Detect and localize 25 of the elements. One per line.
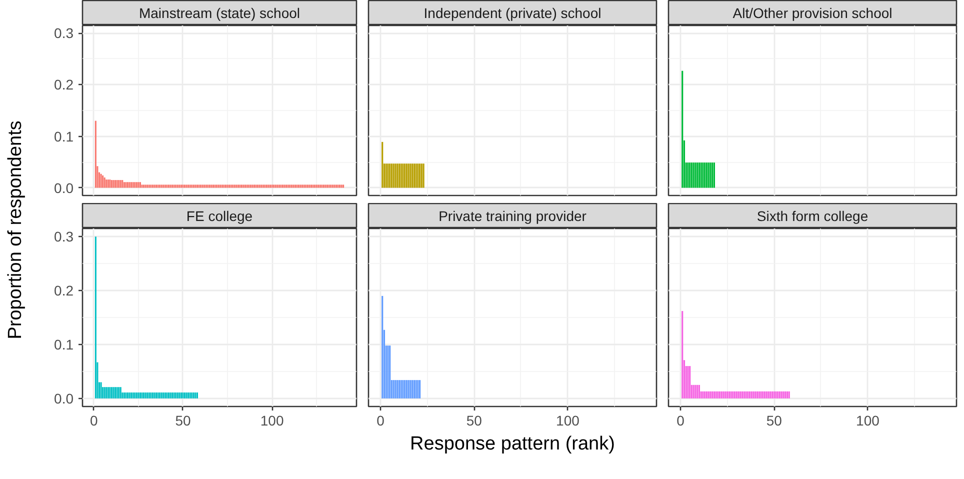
x-axis-title: Response pattern (rank) (410, 434, 615, 454)
y-tick-label: 0.2 (54, 76, 74, 93)
chart-title: Alt/Other provision school (732, 5, 892, 21)
x-tick-label: 0 (90, 412, 98, 428)
x-tick-label: 100 (260, 412, 284, 428)
y-tick-label: 0.3 (54, 25, 74, 42)
y-tick-label: 0.1 (54, 336, 74, 352)
x-tick-label: 0 (376, 412, 385, 428)
x-tick-label: 100 (856, 412, 880, 428)
y-tick-label: 0.3 (54, 228, 74, 245)
x-tick-label: 50 (175, 412, 191, 428)
chart-title: Independent (private) school (424, 5, 602, 21)
x-tick-label: 50 (466, 412, 482, 428)
y-tick-label: 0.1 (54, 128, 74, 144)
x-tick-label: 100 (556, 412, 580, 428)
chart-title: FE college (186, 208, 253, 224)
chart-title: Sixth form college (756, 208, 868, 224)
chart-title: Private training provider (438, 208, 587, 224)
y-tick-label: 0.2 (54, 282, 74, 299)
chart-title: Mainstream (state) school (138, 5, 300, 21)
y-tick-label: 0.0 (54, 390, 74, 406)
x-tick-label: 0 (676, 412, 685, 428)
y-tick-label: 0.0 (54, 180, 74, 196)
x-tick-label: 50 (766, 412, 782, 428)
y-axis-title: Proportion of respondents (5, 120, 26, 340)
